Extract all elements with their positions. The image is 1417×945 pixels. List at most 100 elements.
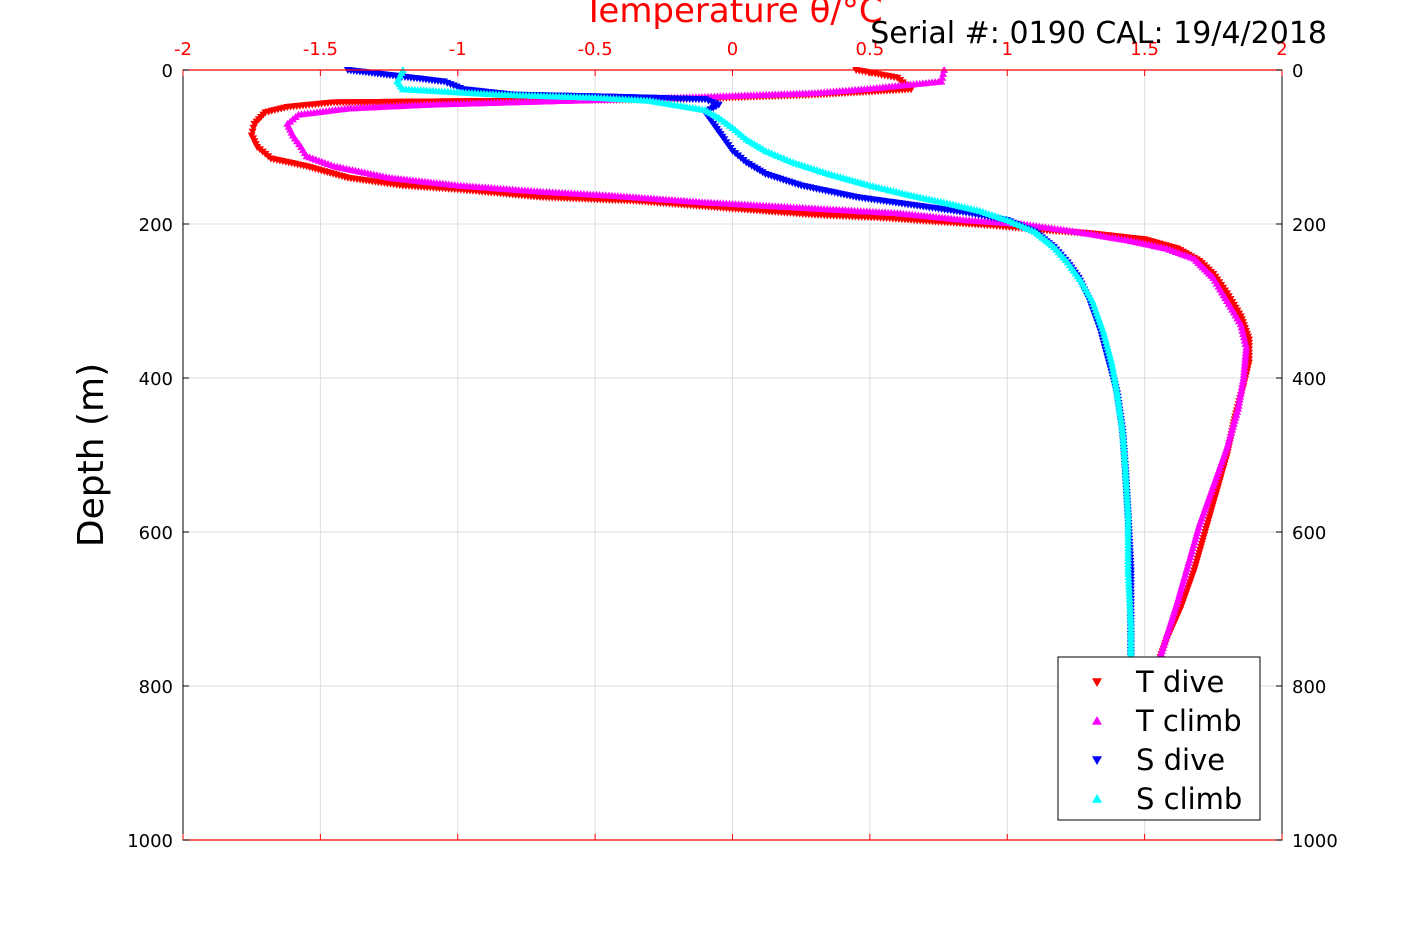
series-1 (283, 66, 1251, 666)
series-marker (248, 128, 257, 136)
series-0 (247, 67, 1254, 667)
x-axis-title: Temperature θ/°C (582, 0, 882, 31)
series-marker (1114, 399, 1123, 407)
y-tick-label-right: 600 (1292, 523, 1326, 544)
series-marker (1118, 431, 1127, 439)
series-marker (1119, 440, 1128, 448)
series-marker (1109, 367, 1118, 375)
series-marker (1237, 323, 1246, 331)
legend-marker (1092, 678, 1102, 687)
legend-label: S climb (1136, 782, 1242, 816)
series-marker (1110, 374, 1119, 381)
y-tick-label-left: 600 (139, 523, 173, 544)
y-tick-label-left: 1000 (127, 831, 173, 852)
series-marker (1120, 453, 1129, 461)
y-tick-label-right: 800 (1292, 677, 1326, 698)
series-marker (1241, 355, 1250, 363)
data-point (250, 120, 259, 128)
y-tick-label-right: 0 (1292, 61, 1303, 82)
data-point (1239, 374, 1248, 381)
series-marker (1120, 459, 1129, 467)
series-marker (1238, 377, 1247, 385)
x-tick-label: -1 (449, 39, 467, 60)
series-marker (1237, 386, 1246, 394)
series-marker (1239, 330, 1248, 337)
legend-marker (1092, 716, 1102, 725)
series-marker (1117, 421, 1126, 429)
y-tick-label-left: 0 (162, 61, 173, 82)
series-marker (1237, 383, 1246, 391)
legend-label: S dive (1136, 743, 1225, 777)
series-marker (1115, 408, 1124, 416)
series-marker (1238, 326, 1247, 334)
series-marker (1240, 361, 1249, 369)
series-marker (1111, 380, 1120, 388)
y-tick-label-left: 400 (139, 369, 173, 390)
legend-label: T dive (1135, 665, 1224, 699)
series-marker (1240, 364, 1249, 372)
series-marker (1112, 383, 1121, 391)
legend-marker (1092, 756, 1102, 765)
series-marker (1234, 401, 1243, 409)
data-point (1118, 427, 1127, 435)
series-marker (1235, 395, 1244, 403)
series-marker (1108, 364, 1117, 372)
series-marker (1241, 349, 1250, 357)
series-marker (1116, 411, 1125, 419)
data-point (1107, 358, 1116, 366)
y-tick-label-left: 200 (139, 215, 173, 236)
x-tick-label: 0.5 (856, 39, 885, 60)
series-marker (938, 73, 947, 81)
data-point (1242, 343, 1251, 351)
series-marker (249, 124, 258, 132)
series-layer (247, 66, 1254, 667)
series-marker (1119, 434, 1128, 442)
series-marker (1119, 437, 1128, 445)
legend: T dive T climb S dive S climb (1057, 656, 1261, 821)
series-marker (1109, 370, 1118, 378)
x-tick-label: 1 (1002, 39, 1013, 60)
y-tick-label-right: 400 (1292, 369, 1326, 390)
series-marker (1240, 336, 1249, 344)
series-marker (1239, 370, 1248, 378)
series-2 (343, 67, 1135, 667)
x-tick-label: 0 (727, 39, 738, 60)
series-marker (1112, 386, 1121, 394)
series-marker (1110, 377, 1119, 385)
y-tick-label-right: 1000 (1292, 831, 1338, 852)
series-marker (1240, 367, 1249, 375)
data-point (1236, 320, 1245, 328)
series-marker (1240, 358, 1249, 366)
series-marker (1236, 389, 1245, 397)
series-marker (1235, 398, 1244, 406)
y-tick-label-left: 800 (139, 677, 173, 698)
series-marker (1113, 392, 1122, 400)
y-axis-title: Depth (m) (71, 363, 112, 547)
y-tick-label-right: 200 (1292, 215, 1326, 236)
x-tick-label: -0.5 (578, 39, 613, 60)
series-marker (1238, 380, 1247, 388)
legend-marker (1092, 794, 1102, 803)
legend-label: T climb (1135, 704, 1242, 738)
x-tick-label: -2 (174, 39, 192, 60)
series-marker (1118, 424, 1127, 432)
x-tick-label: -1.5 (303, 39, 338, 60)
series-marker (1115, 405, 1124, 413)
series-marker (1241, 352, 1250, 360)
data-point (1113, 389, 1122, 397)
series-marker (939, 69, 948, 77)
series-marker (1114, 395, 1123, 403)
series-marker (1239, 333, 1248, 341)
header-text: Serial #: 0190 CAL: 19/4/2018 (870, 16, 1327, 51)
series-marker (1241, 339, 1250, 347)
series-3 (393, 66, 1135, 666)
x-tick-label: 1.5 (1130, 39, 1159, 60)
series-marker (1120, 447, 1129, 455)
series-marker (1120, 456, 1129, 464)
x-tick-label: 2 (1276, 39, 1287, 60)
series-marker (1116, 415, 1125, 423)
series-marker (1121, 463, 1130, 471)
legend-box (1057, 656, 1261, 821)
series-marker (1117, 418, 1126, 426)
series-marker (1108, 361, 1117, 369)
